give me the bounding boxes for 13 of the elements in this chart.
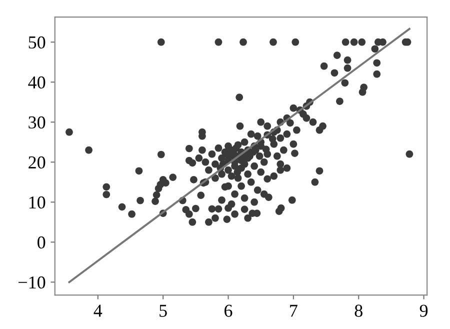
y-tick-label: 30	[28, 116, 46, 129]
x-tick-label: 5	[160, 304, 167, 317]
x-tick-label: 8	[354, 304, 362, 317]
y-tick-label: 40	[28, 76, 46, 89]
y-tick-label: 50	[28, 36, 46, 49]
x-tick-label: 9	[420, 304, 428, 317]
y-tick-label: −10	[18, 276, 46, 289]
x-tick-label: 4	[94, 304, 102, 317]
x-tick-label: 6	[224, 304, 232, 317]
y-tick-label: 20	[28, 156, 46, 169]
y-tick-label: 0	[38, 236, 46, 249]
y-tick-label: 10	[29, 196, 46, 209]
x-tick-label: 7	[290, 304, 298, 317]
